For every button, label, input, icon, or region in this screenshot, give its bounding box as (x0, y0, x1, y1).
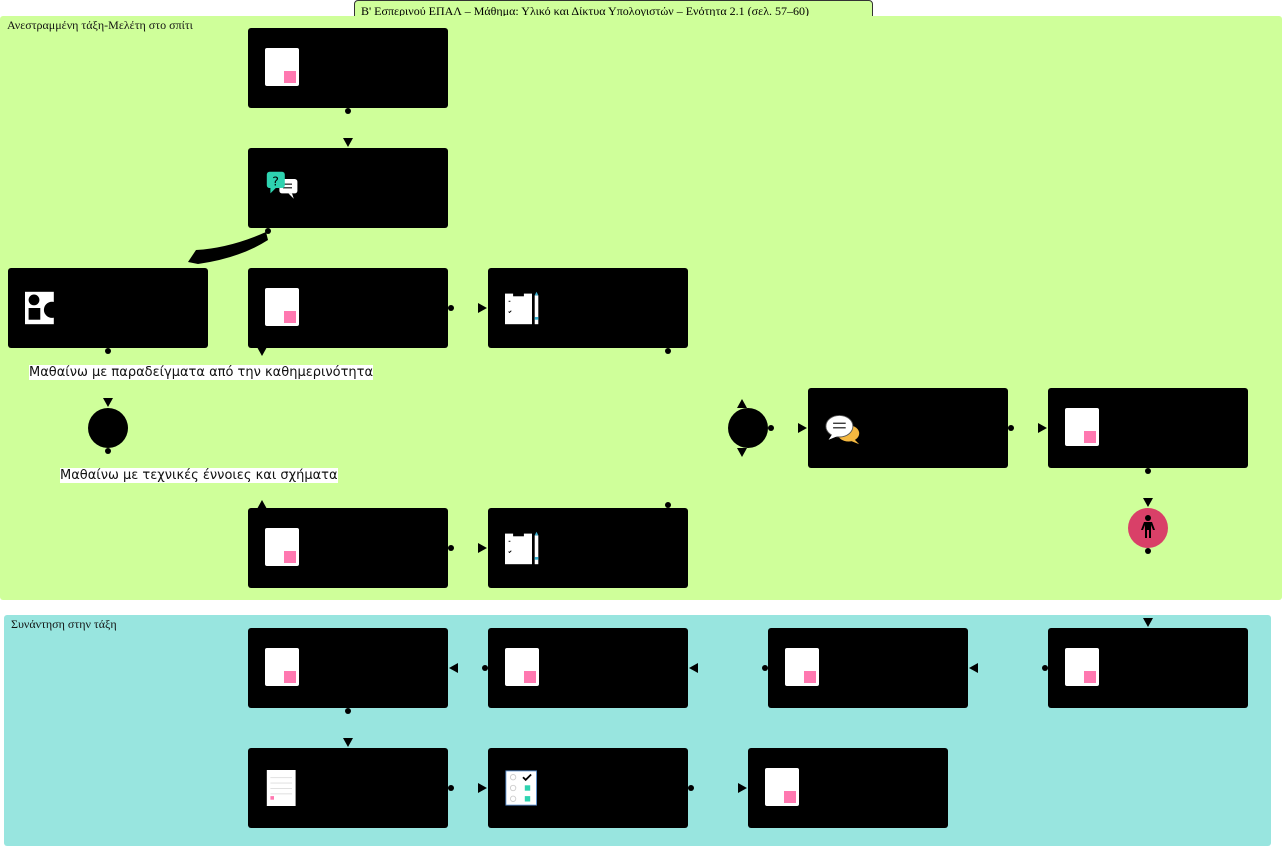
activity-node[interactable] (1048, 388, 1248, 468)
arrowhead (969, 663, 978, 673)
activity-node[interactable] (748, 748, 948, 828)
arrowhead (343, 138, 353, 147)
branch-node[interactable] (88, 408, 128, 448)
activity-node[interactable] (248, 628, 448, 708)
arrowhead (689, 663, 698, 673)
activity-node[interactable] (248, 508, 448, 588)
document-icon (1065, 648, 1099, 686)
activity-node[interactable] (808, 388, 1008, 468)
branch-label-everyday: Μαθαίνω με παραδείγματα από την καθημερι… (29, 365, 374, 380)
arrowhead (737, 448, 747, 457)
connector-dot (345, 708, 351, 714)
lane-class-label: Συνάντηση στην τάξη (11, 617, 117, 631)
connector-dot (1145, 548, 1151, 554)
arrowhead (1143, 618, 1153, 627)
merge-node[interactable] (728, 408, 768, 448)
connector-dot (768, 425, 774, 431)
arrowhead (478, 783, 487, 793)
connector-dot (265, 228, 271, 234)
document-icon (265, 288, 299, 326)
clipboard-icon (505, 291, 539, 325)
arrowhead (1038, 423, 1047, 433)
connector-dot (448, 545, 454, 551)
clipboard-icon (505, 531, 539, 565)
connector-dot (105, 348, 111, 354)
activity-node[interactable] (248, 28, 448, 108)
connector-dot (1042, 665, 1048, 671)
document-icon (505, 648, 539, 686)
connector-dot (448, 785, 454, 791)
connector-dot (448, 305, 454, 311)
activity-node[interactable] (488, 748, 688, 828)
activity-node[interactable] (248, 748, 448, 828)
lane-home-label: Ανεστραμμένη τάξη-Μελέτη στο σπίτι (7, 18, 193, 32)
activity-node[interactable] (768, 628, 968, 708)
question-chat-icon: ? (266, 171, 298, 199)
activity-node[interactable] (488, 508, 688, 588)
connector-dot (1145, 468, 1151, 474)
shapes-icon (25, 291, 61, 325)
connector-dot (482, 665, 488, 671)
document-icon (765, 768, 799, 806)
arrowhead (478, 543, 487, 553)
end-node[interactable] (1128, 508, 1168, 548)
connector-dot (665, 502, 671, 508)
document-icon (265, 48, 299, 86)
arrowhead (738, 783, 747, 793)
activity-node[interactable]: ? (248, 148, 448, 228)
connector-dot (345, 108, 351, 114)
person-icon (1141, 515, 1155, 538)
arrowhead (1143, 498, 1153, 507)
activity-node[interactable] (488, 268, 688, 348)
connector-dot (1008, 425, 1014, 431)
branch-label-technical: Μαθαίνω με τεχνικές έννοιες και σχήματα (60, 468, 338, 483)
label-text: Μαθαίνω με παραδείγματα από την καθημερι… (29, 365, 374, 380)
arrowhead (257, 500, 267, 509)
document-icon (1065, 408, 1099, 446)
svg-text:?: ? (272, 173, 279, 188)
discussion-icon (825, 414, 860, 445)
arrowhead (257, 347, 267, 356)
activity-node[interactable] (1048, 628, 1248, 708)
connector-dot (105, 448, 111, 454)
arrowhead (343, 738, 353, 747)
arrowhead (103, 398, 113, 407)
arrowhead (798, 423, 807, 433)
checklist-icon (505, 770, 537, 806)
connector-dot (665, 348, 671, 354)
activity-node[interactable] (248, 268, 448, 348)
curved-connector (188, 232, 268, 264)
arrowhead (737, 399, 747, 408)
document-icon (265, 528, 299, 566)
activity-node[interactable] (488, 628, 688, 708)
list-document-icon (266, 770, 296, 806)
connector-dot (762, 665, 768, 671)
label-text: Μαθαίνω με τεχνικές έννοιες και σχήματα (60, 468, 338, 483)
activity-node[interactable] (8, 268, 208, 348)
document-icon (785, 648, 819, 686)
arrowhead (449, 663, 458, 673)
connector-dot (688, 785, 694, 791)
arrowhead (478, 303, 487, 313)
document-icon (265, 648, 299, 686)
